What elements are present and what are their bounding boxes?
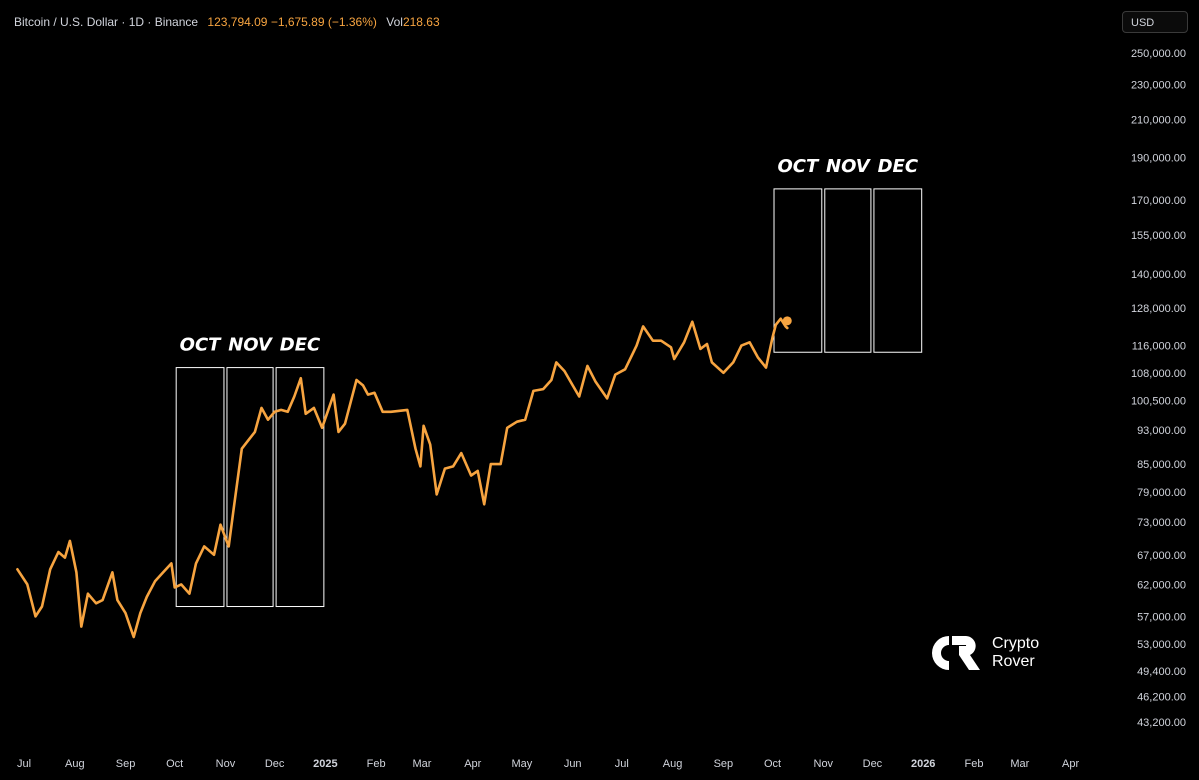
x-tick-label: Jul — [17, 758, 31, 770]
y-tick-label: 190,000.00 — [1131, 153, 1186, 165]
btc-price-line — [16, 317, 789, 639]
month-box-label: DEC — [878, 156, 919, 177]
x-tick-label: Oct — [764, 758, 781, 770]
logo-line-1: Crypto — [992, 635, 1040, 652]
crypto-rover-logo: Crypto Rover — [930, 634, 1039, 672]
y-tick-label: 210,000.00 — [1131, 114, 1186, 126]
y-tick-label: 46,200.00 — [1137, 691, 1186, 703]
y-tick-label: 73,000.00 — [1137, 517, 1186, 529]
month-box — [226, 367, 274, 608]
y-tick-label: 140,000.00 — [1131, 269, 1186, 281]
x-tick-label: Sep — [714, 758, 734, 770]
x-tick-label: Jun — [564, 758, 582, 770]
y-tick-label: 49,400.00 — [1137, 666, 1186, 678]
month-box — [773, 188, 823, 353]
month-box — [275, 367, 325, 608]
y-tick-label: 155,000.00 — [1131, 230, 1186, 242]
x-tick-label: Aug — [65, 758, 85, 770]
month-box — [175, 367, 225, 608]
volume-label: Vol — [386, 15, 403, 29]
y-tick-label: 116,000.00 — [1132, 341, 1186, 353]
month-box-label: OCT — [777, 156, 820, 177]
x-tick-label: Nov — [216, 758, 236, 770]
month-box — [824, 188, 872, 353]
x-tick-label: Apr — [1062, 758, 1079, 770]
month-box-label: DEC — [280, 335, 321, 356]
x-tick-label: Feb — [964, 758, 983, 770]
y-tick-label: 250,000.00 — [1131, 48, 1186, 60]
volume-value: 218.63 — [402, 15, 440, 29]
y-tick-label: 170,000.00 — [1131, 195, 1186, 207]
y-tick-label: 128,000.00 — [1131, 303, 1186, 315]
y-tick-label: 62,000.00 — [1137, 579, 1186, 591]
chart-header: Bitcoin / U.S. Dollar · 1D · Binance 123… — [14, 15, 440, 29]
month-box-label: NOV — [228, 335, 274, 356]
x-tick-label: Feb — [367, 758, 386, 770]
x-tick-label: Apr — [464, 758, 481, 770]
x-tick-label: Jul — [615, 758, 629, 770]
y-tick-label: 85,000.00 — [1137, 459, 1186, 471]
x-tick-label: Aug — [663, 758, 683, 770]
currency-button[interactable]: USD — [1122, 11, 1188, 33]
y-tick-label: 100,500.00 — [1131, 395, 1186, 407]
x-tick-label: Sep — [116, 758, 136, 770]
logo-line-2: Rover — [992, 653, 1035, 670]
x-tick-label: 2025 — [313, 758, 337, 770]
month-box-label: NOV — [826, 156, 872, 177]
x-tick-label: Dec — [265, 758, 285, 770]
last-price-marker — [782, 316, 792, 326]
price-change: 123,794.09 −1,675.89 (−1.36%) — [207, 15, 377, 29]
x-tick-label: Mar — [413, 758, 432, 770]
x-tick-label: Mar — [1010, 758, 1029, 770]
symbol-title: Bitcoin / U.S. Dollar · 1D · Binance — [14, 15, 199, 29]
y-tick-label: 79,000.00 — [1137, 487, 1186, 499]
month-box — [873, 188, 923, 353]
y-tick-label: 57,000.00 — [1137, 611, 1186, 623]
x-tick-label: Nov — [814, 758, 834, 770]
x-tick-label: Oct — [166, 758, 183, 770]
month-box-label: OCT — [180, 335, 223, 356]
y-tick-label: 93,000.00 — [1137, 425, 1186, 437]
x-tick-label: 2026 — [911, 758, 935, 770]
y-tick-label: 43,200.00 — [1137, 717, 1186, 729]
y-tick-label: 230,000.00 — [1131, 80, 1186, 92]
y-tick-label: 108,000.00 — [1131, 368, 1186, 380]
x-tick-label: May — [512, 758, 533, 770]
crypto-rover-logo-icon — [932, 636, 980, 670]
y-tick-label: 67,000.00 — [1137, 550, 1186, 562]
x-tick-label: Dec — [863, 758, 883, 770]
y-tick-label: 53,000.00 — [1137, 639, 1186, 651]
